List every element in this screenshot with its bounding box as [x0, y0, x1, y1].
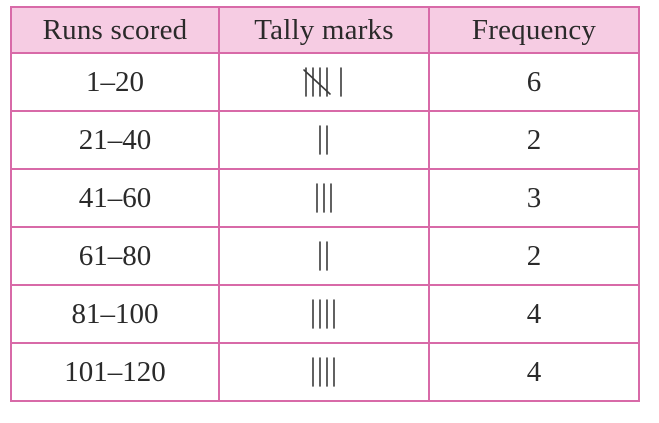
header-frequency: Frequency: [428, 6, 640, 54]
runs-cell: 41–60: [10, 168, 220, 228]
tally-marks-icon: [312, 357, 335, 387]
header-row: Runs scored Tally marks Frequency: [10, 6, 640, 54]
tally-cell: [218, 52, 430, 112]
tally-cell: [218, 226, 430, 286]
table-row: 21–40 2: [10, 110, 640, 170]
tally-stroke: [303, 69, 331, 95]
header-tally-marks: Tally marks: [218, 6, 430, 54]
table-row: 81–100 4: [10, 284, 640, 344]
tally-marks-icon: [303, 67, 342, 97]
runs-cell: 21–40: [10, 110, 220, 170]
runs-cell: 1–20: [10, 52, 220, 112]
tally-cell: [218, 342, 430, 402]
tally-cell: [218, 110, 430, 170]
tally-marks-icon: [319, 241, 328, 271]
table-row: 41–60 3: [10, 168, 640, 228]
tally-cell: [218, 284, 430, 344]
tally-cell: [218, 168, 430, 228]
frequency-cell: 2: [428, 226, 640, 286]
frequency-cell: 4: [428, 284, 640, 344]
frequency-cell: 3: [428, 168, 640, 228]
frequency-table: Runs scored Tally marks Frequency 1–20 6…: [10, 6, 640, 402]
tally-marks-icon: [312, 299, 335, 329]
runs-cell: 101–120: [10, 342, 220, 402]
frequency-cell: 2: [428, 110, 640, 170]
tally-marks-icon: [319, 125, 328, 155]
frequency-cell: 6: [428, 52, 640, 112]
header-runs-scored: Runs scored: [10, 6, 220, 54]
tally-marks-icon: [315, 183, 332, 213]
runs-cell: 61–80: [10, 226, 220, 286]
table-row: 61–80 2: [10, 226, 640, 286]
table-row: 1–20 6: [10, 52, 640, 112]
table-row: 101–120 4: [10, 342, 640, 402]
frequency-cell: 4: [428, 342, 640, 402]
runs-cell: 81–100: [10, 284, 220, 344]
